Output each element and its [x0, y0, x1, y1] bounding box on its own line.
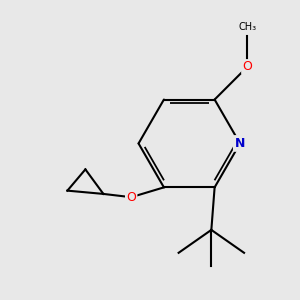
Text: O: O — [126, 191, 136, 204]
Text: CH₃: CH₃ — [238, 22, 256, 32]
Text: N: N — [235, 137, 245, 150]
Text: O: O — [242, 60, 252, 73]
